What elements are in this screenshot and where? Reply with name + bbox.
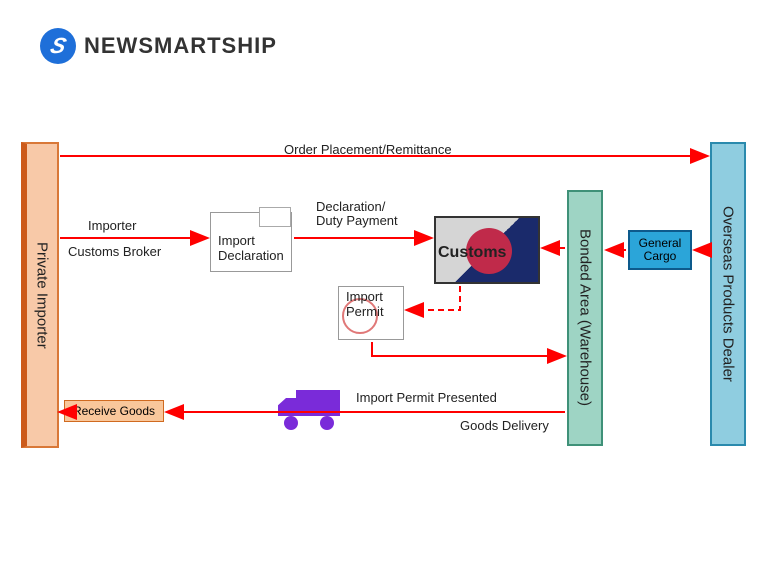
overseas-dealer-box: Overseas Products Dealer <box>710 142 746 446</box>
private-importer-box: Private Importer <box>21 142 59 448</box>
import-declaration-label: Import Declaration <box>218 234 284 264</box>
import-permit-presented-label: Import Permit Presented <box>356 390 497 405</box>
receive-goods-label: Receive Goods <box>73 404 155 418</box>
declaration-duty-label: Declaration/ Duty Payment <box>316 200 398 229</box>
flowchart-stage: Private Importer Overseas Products Deale… <box>20 138 748 458</box>
general-cargo-label: General Cargo <box>630 237 690 263</box>
brand-name: NEWSMARTSHIP <box>84 33 277 59</box>
bonded-area-box: Bonded Area (Warehouse) <box>567 190 603 446</box>
order-placement-label: Order Placement/Remittance <box>284 142 452 157</box>
overseas-dealer-label: Overseas Products Dealer <box>720 206 737 382</box>
receive-goods-box: Receive Goods <box>64 400 164 422</box>
customs-broker-label: Customs Broker <box>68 244 161 259</box>
truck-icon <box>278 390 344 430</box>
brand-logo: S NEWSMARTSHIP <box>40 28 277 64</box>
private-importer-label: Private Importer <box>34 242 51 349</box>
bonded-area-label: Bonded Area (Warehouse) <box>577 229 594 406</box>
goods-delivery-label: Goods Delivery <box>460 418 549 433</box>
import-permit-label: Import Permit <box>346 290 384 320</box>
customs-label: Customs <box>438 244 506 262</box>
importer-label: Importer <box>88 218 136 233</box>
general-cargo-box: General Cargo <box>628 230 692 270</box>
logo-circle-icon: S <box>40 28 76 64</box>
